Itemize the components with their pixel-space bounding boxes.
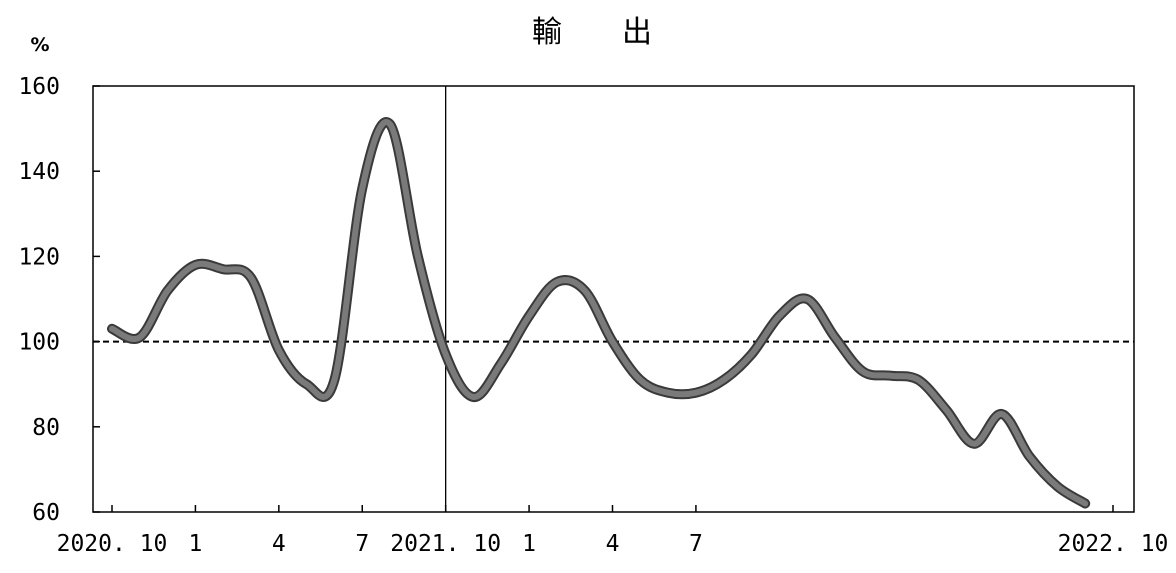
y-tick-label: 80 [32,415,60,441]
x-tick-label: 7 [689,531,703,557]
x-tick-label: 2022. 10 [1058,531,1169,557]
plot-area-frame [92,85,1135,513]
x-tick-label: 2020. 10 [57,531,168,557]
x-tick-label: 4 [606,531,620,557]
y-tick-label: 140 [18,159,60,185]
x-tick-label: 7 [355,531,369,557]
y-axis: 60 80 100 120 140 160 [18,74,100,526]
x-tick-label: 4 [272,531,286,557]
x-tick-label: 2021. 10 [390,531,501,557]
y-tick-label: 160 [18,74,60,100]
series-line [109,119,1089,507]
x-axis: 2020. 10 1 4 7 2021. 10 1 4 7 2022. 10 [57,505,1169,557]
y-tick-label: 60 [32,500,60,526]
y-tick-label: 100 [18,330,60,356]
chart-title: 輸 出 [532,15,652,50]
x-tick-label: 1 [522,531,536,557]
series-layer [107,117,1091,509]
y-tick-label: 120 [18,244,60,270]
x-tick-label: 1 [188,531,202,557]
y-axis-unit-label: % [30,34,49,56]
